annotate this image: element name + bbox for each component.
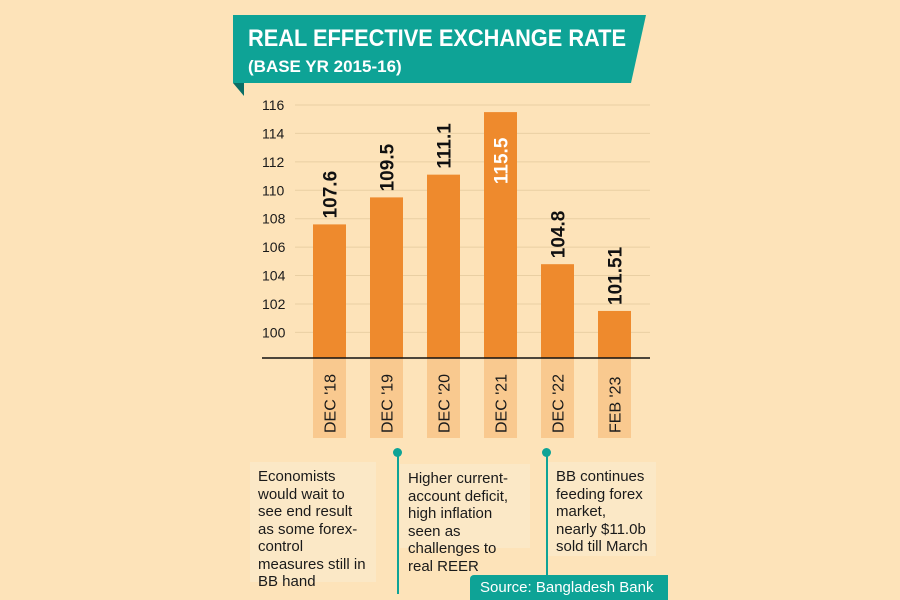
y-tick-label: 102 [262, 296, 286, 312]
y-tick-label: 112 [262, 154, 285, 170]
chart-subtitle: (BASE YR 2015-16) [248, 57, 402, 76]
bar [370, 197, 403, 358]
connector-line-1 [397, 452, 399, 594]
bar [427, 174, 460, 358]
source-label: Source: Bangladesh Bank [470, 575, 668, 600]
bar [541, 264, 574, 358]
y-tick-label: 114 [262, 125, 285, 141]
bar [484, 112, 517, 358]
chart-title: REAL EFFECTIVE EXCHANGE RATE [248, 25, 626, 52]
note-3: BB continues feeding forex market, nearl… [546, 462, 656, 556]
y-tick-label: 104 [262, 268, 286, 284]
category-label: DEC '22 [551, 374, 568, 433]
y-tick-label: 106 [262, 239, 286, 255]
value-label: 111.1 [435, 123, 456, 169]
bar [313, 224, 346, 358]
category-box [313, 358, 346, 438]
connector-dot-1 [393, 448, 402, 457]
category-box [541, 358, 574, 438]
y-tick-label: 116 [262, 97, 285, 113]
category-label: DEC '21 [494, 374, 511, 433]
title-banner [233, 15, 646, 83]
value-label: 107.6 [321, 171, 342, 219]
category-label: DEC '20 [437, 374, 454, 433]
bar [598, 310, 631, 358]
y-tick-label: 110 [262, 182, 285, 198]
value-label: 104.8 [549, 211, 570, 259]
note-1: Economists would wait to see end result … [250, 462, 376, 590]
connector-dot-2 [542, 448, 551, 457]
value-label: 101.51 [606, 246, 627, 305]
category-box [484, 358, 517, 438]
y-tick-label: 108 [262, 211, 286, 227]
title-banner-fold [233, 83, 244, 96]
category-label: FEB '23 [608, 376, 625, 433]
y-tick-label: 100 [262, 324, 286, 340]
value-label: 109.5 [378, 143, 399, 191]
category-label: DEC '18 [323, 374, 340, 433]
category-box [598, 358, 631, 438]
note-2: Higher current-account deficit, high inf… [400, 464, 530, 575]
category-box [427, 358, 460, 438]
category-box [370, 358, 403, 438]
connector-line-2 [546, 452, 548, 576]
value-label: 115.5 [492, 137, 513, 184]
category-label: DEC '19 [380, 374, 397, 433]
